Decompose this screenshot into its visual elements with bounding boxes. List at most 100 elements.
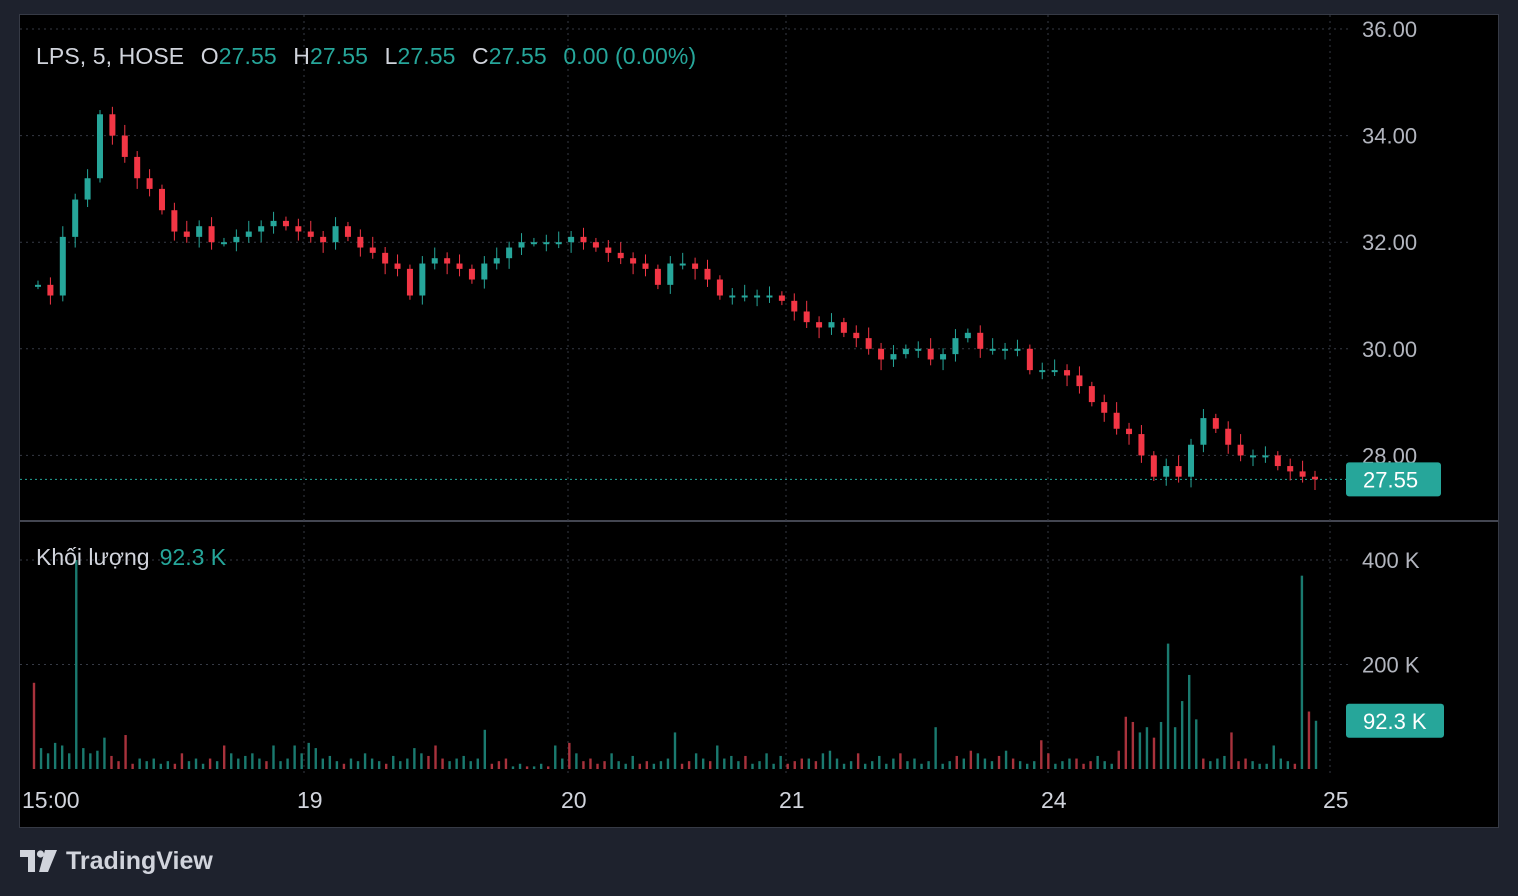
volume-bar bbox=[265, 761, 268, 769]
volume-bar bbox=[279, 761, 282, 769]
volume-bar bbox=[187, 761, 191, 769]
volume-bar bbox=[328, 755, 332, 769]
candle-body bbox=[840, 322, 847, 333]
chart-panel[interactable]: 36.00 34.00 32.00 30.00 28.00 400 K 200 K 15:00… bbox=[19, 14, 1499, 828]
candle-body bbox=[1138, 434, 1145, 456]
candle-body bbox=[679, 263, 686, 266]
candle-body bbox=[196, 226, 203, 237]
candle-body bbox=[258, 226, 265, 232]
volume-bar bbox=[730, 755, 733, 769]
volume-bar bbox=[420, 753, 423, 769]
volume-bar bbox=[1011, 758, 1015, 769]
volume-bar bbox=[159, 763, 162, 769]
volume-bar bbox=[828, 750, 832, 769]
volume-bar bbox=[631, 755, 634, 769]
volume-bar bbox=[384, 763, 388, 769]
volume-bar bbox=[117, 761, 120, 769]
volume-bar bbox=[765, 753, 768, 769]
candle-body bbox=[940, 354, 947, 360]
candle-body bbox=[493, 258, 500, 264]
time-tick-label: 15:00 bbox=[22, 787, 80, 813]
volume-bar bbox=[194, 758, 198, 769]
candle-body bbox=[1299, 471, 1306, 477]
volume-bar bbox=[46, 753, 50, 769]
volume-bar bbox=[575, 753, 578, 769]
volume-bar bbox=[103, 737, 106, 769]
volume-bar bbox=[300, 753, 303, 769]
volume-bar bbox=[856, 753, 860, 769]
candle-body bbox=[295, 226, 302, 232]
volume-bar bbox=[751, 763, 754, 769]
volume-bar bbox=[349, 758, 353, 769]
volume-bar bbox=[1054, 763, 1057, 769]
volume-bar bbox=[645, 761, 649, 769]
volume-bar bbox=[222, 745, 226, 769]
volume-bar bbox=[1244, 758, 1247, 769]
volume-bar bbox=[539, 763, 543, 769]
candle-body bbox=[1212, 418, 1219, 429]
volume-bar bbox=[547, 766, 550, 769]
volume-series bbox=[32, 560, 1318, 769]
volume-bar bbox=[406, 758, 409, 769]
volume-bar bbox=[701, 758, 705, 769]
volume-bar bbox=[941, 763, 944, 769]
volume-bar bbox=[356, 761, 360, 769]
candle-body bbox=[1274, 455, 1281, 467]
volume-bar bbox=[1180, 701, 1184, 769]
volume-bar bbox=[476, 758, 479, 769]
volume-bar bbox=[863, 763, 867, 769]
last-price-badge bbox=[1346, 462, 1441, 497]
volume-bar bbox=[554, 745, 557, 769]
candle-body bbox=[543, 242, 550, 245]
volume-bar bbox=[962, 758, 966, 769]
volume-bar bbox=[321, 758, 325, 769]
volume-bar bbox=[434, 745, 437, 769]
volume-bar bbox=[1286, 761, 1290, 769]
volume-bar bbox=[990, 761, 994, 769]
candle-body bbox=[1175, 466, 1182, 477]
candle-body bbox=[134, 156, 141, 179]
volume-bar bbox=[849, 761, 853, 769]
volume-bar bbox=[180, 753, 184, 769]
volume-bar bbox=[1258, 763, 1261, 769]
volume-bar bbox=[709, 761, 712, 769]
volume-bar bbox=[969, 750, 973, 769]
volume-bar bbox=[1110, 763, 1113, 769]
candle-body bbox=[617, 252, 624, 259]
volume-bar bbox=[32, 682, 36, 769]
volume-bar bbox=[793, 761, 796, 769]
tradingview-logo[interactable]: TradingView bbox=[20, 844, 213, 878]
volume-bar bbox=[138, 758, 141, 769]
candle-body bbox=[1163, 466, 1170, 477]
volume-bar bbox=[1237, 761, 1240, 769]
candle-body bbox=[605, 247, 612, 253]
candle-body bbox=[642, 263, 649, 269]
candle-body bbox=[580, 236, 587, 243]
candle-body bbox=[1262, 455, 1269, 458]
candle-body bbox=[382, 252, 389, 264]
volume-bar bbox=[1082, 763, 1085, 769]
candle-body bbox=[1039, 370, 1046, 373]
volume-bar bbox=[624, 763, 627, 769]
volume-bar bbox=[638, 763, 641, 769]
volume-bar bbox=[934, 727, 937, 769]
candle-body bbox=[344, 226, 351, 237]
volume-bar bbox=[1279, 758, 1282, 769]
price-tick-label: 32.00 bbox=[1362, 230, 1417, 255]
volume-bar bbox=[885, 763, 888, 769]
candle-body bbox=[791, 300, 798, 312]
volume-bar bbox=[927, 761, 930, 769]
legend-close-label: C bbox=[472, 43, 489, 69]
volume-bar bbox=[39, 748, 43, 769]
volume-bar bbox=[842, 763, 846, 769]
legend-change-value: 0.00 (0.00%) bbox=[563, 43, 697, 69]
candle-body bbox=[716, 279, 723, 296]
candle-body bbox=[431, 258, 438, 264]
volume-bar bbox=[878, 755, 881, 769]
volume-bar bbox=[497, 761, 501, 769]
legend-low-label: L bbox=[384, 43, 398, 69]
volume-bar bbox=[448, 761, 451, 769]
volume-bar bbox=[758, 761, 761, 769]
volume-bar bbox=[913, 758, 916, 769]
